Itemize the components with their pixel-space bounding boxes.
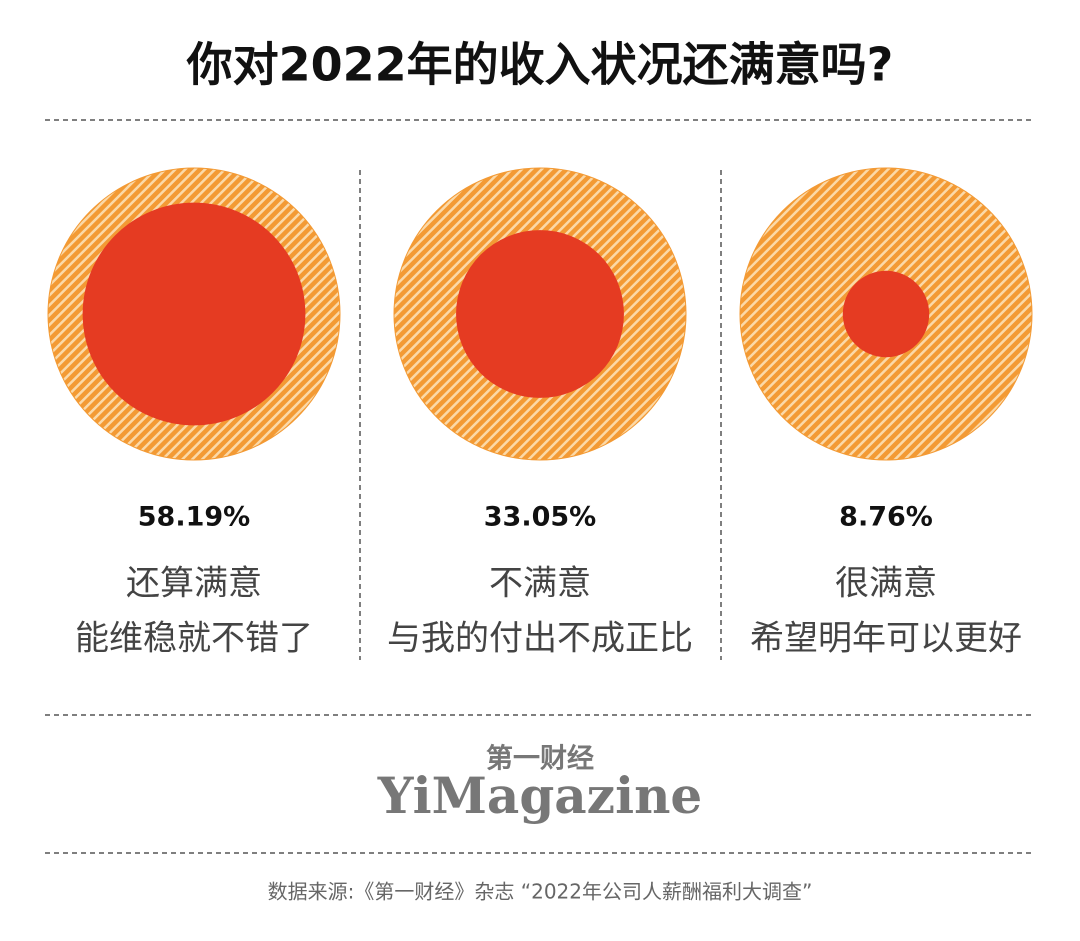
proportion-circle [82,202,306,426]
value-label: 33.05% [484,502,596,533]
description: 希望明年可以更好 [750,619,1022,659]
category-label: 不满意 [489,564,591,604]
category-label: 很满意 [835,564,937,604]
proportion-circle [842,270,930,358]
description: 能维稳就不错了 [75,619,313,659]
proportion-circle [456,230,624,398]
brand-en: YiMagazine [377,766,702,825]
source: 数据来源:《第一财经》杂志 “2022年公司人薪酬福利大调查” [268,880,813,904]
chart-title: 你对2022年的收入状况还满意吗? [186,38,894,92]
description: 与我的付出不成正比 [387,619,693,659]
value-label: 58.19% [138,502,250,533]
brand-cn: 第一财经 [486,743,594,775]
category-label: 还算满意 [126,564,262,604]
value-label: 8.76% [839,502,933,533]
